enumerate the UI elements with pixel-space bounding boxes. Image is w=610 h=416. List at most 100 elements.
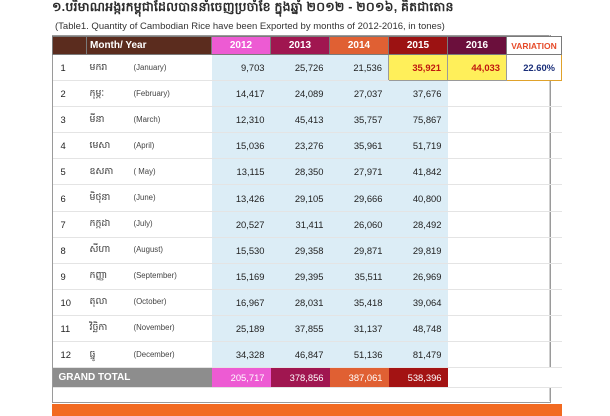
grand-total-2015: 538,396 [388,367,448,389]
value-variation [506,80,562,108]
month-khmer: ធ្នូ [89,347,96,359]
month-english: (April) [133,140,155,150]
value-2015: 39,064 [388,289,448,316]
row-number: 3 [52,106,87,134]
month-khmer: មេសា [89,138,111,150]
value-2016 [447,132,507,160]
value-2014: 31,137 [329,315,389,343]
month-khmer: មករា [89,60,108,72]
value-2016 [447,106,507,134]
grand-total-2012: 205,717 [211,367,271,389]
table-row: 9 កញ្ញា (September) 15,169 29,395 35,511 26,96… [52,263,562,290]
value-2012: 14,417 [211,80,271,108]
value-2016: 44,033 [447,53,507,82]
value-2014: 35,418 [329,289,389,316]
header-variation: VARIATION [506,36,562,55]
value-2013: 28,031 [270,289,330,316]
header-2016: 2016 [447,36,507,55]
value-2014: 29,666 [329,184,389,212]
value-2013: 31,411 [270,211,330,238]
value-variation [506,289,562,316]
value-2012: 15,530 [211,237,271,264]
value-2015: 29,819 [388,237,448,264]
value-variation [506,315,562,343]
grand-total-2014: 387,061 [329,367,389,389]
value-2012: 13,115 [211,158,271,186]
value-2016 [447,211,507,238]
month-english: (November) [133,323,175,333]
table-caption: (Table1. Quantity of Cambodian Rice have… [55,21,445,32]
value-2012: 16,967 [211,289,271,316]
value-2015: 41,842 [388,158,448,186]
value-2014: 35,961 [329,132,389,160]
value-2015: 35,921 [388,53,448,82]
value-2016 [447,289,507,316]
value-2015: 37,676 [388,80,448,108]
table-row: 5 ឧសភា ( May) 13,115 28,350 27,971 41,842 [52,158,562,186]
value-2016 [447,315,507,343]
month-khmer: មិថុនា [89,191,111,203]
value-variation [506,132,562,160]
value-2015: 28,492 [388,211,448,238]
month-english: (December) [133,349,175,359]
value-2012: 9,703 [211,54,271,82]
value-2016 [447,237,507,264]
month-khmer: កុម្ភៈ [89,86,105,98]
table-body: 1 មករា (January) 9,703 25,726 21,536 35,921 44,… [52,53,562,369]
month-khmer: វិច្ឆិកា [89,321,108,333]
row-number: 10 [52,289,87,316]
month-cell: ឧសភា ( May) [86,158,212,186]
value-2012: 15,036 [211,132,271,160]
month-khmer: មីនា [89,112,105,124]
value-2015: 81,479 [388,341,448,369]
value-2014: 35,511 [329,263,389,290]
month-english: ( May) [133,166,156,176]
value-variation: 22.60% [506,53,562,82]
value-2012: 25,189 [211,315,271,343]
value-2013: 46,847 [270,341,330,369]
month-english: (October) [133,297,167,307]
month-cell: កញ្ញា (September) [86,263,212,290]
grand-total-variation [506,367,562,389]
table-row: 2 កុម្ភៈ (February) 14,417 24,089 27,037 37,67… [52,80,562,108]
value-2012: 15,169 [211,263,271,290]
month-cell: កុម្ភៈ (February) [86,80,212,108]
month-khmer: កញ្ញា [89,269,108,281]
value-2015: 40,800 [388,184,448,212]
value-2016 [447,184,507,212]
month-khmer: ឧសភា [89,164,114,176]
month-cell: សីហា (August) [86,237,212,264]
value-variation [506,341,562,369]
value-2013: 45,413 [270,106,330,134]
month-english: (March) [133,114,161,124]
month-khmer: សីហា [89,243,111,255]
month-cell: ធ្នូ (December) [86,341,212,369]
table-row: 3 មីនា (March) 12,310 45,413 35,757 75,867 [52,106,562,134]
value-variation [506,158,562,186]
row-number: 6 [52,184,87,212]
header-2012: 2012 [211,36,271,55]
grand-total-label: GRAND TOTAL [52,367,212,389]
value-2013: 23,276 [270,132,330,160]
value-2015: 75,867 [388,106,448,134]
header-no [52,36,87,55]
value-variation [506,237,562,264]
header-2013: 2013 [270,36,330,55]
value-variation [506,263,562,290]
month-khmer: តុលា [89,295,108,307]
bottom-accent-bar [52,404,562,416]
row-number: 11 [52,315,87,343]
table-row: 4 មេសា (April) 15,036 23,276 35,961 51,719 [52,132,562,160]
grand-total-row: GRAND TOTAL 205,717 378,856 387,061 538,… [52,367,562,389]
month-khmer: កក្កដា [89,217,111,229]
table-row: 6 មិថុនា (June) 13,426 29,105 29,666 40,800 [52,184,562,212]
value-2015: 48,748 [388,315,448,343]
value-2012: 13,426 [211,184,271,212]
grand-total-2013: 378,856 [270,367,330,389]
month-cell: មិថុនា (June) [86,184,212,212]
table-row: 8 សីហា (August) 15,530 29,358 29,871 29,819 [52,237,562,264]
value-2013: 29,358 [270,237,330,264]
value-2014: 26,060 [329,211,389,238]
table-row: 11 វិច្ឆិកា (November) 25,189 37,855 31,137 48… [52,315,562,343]
